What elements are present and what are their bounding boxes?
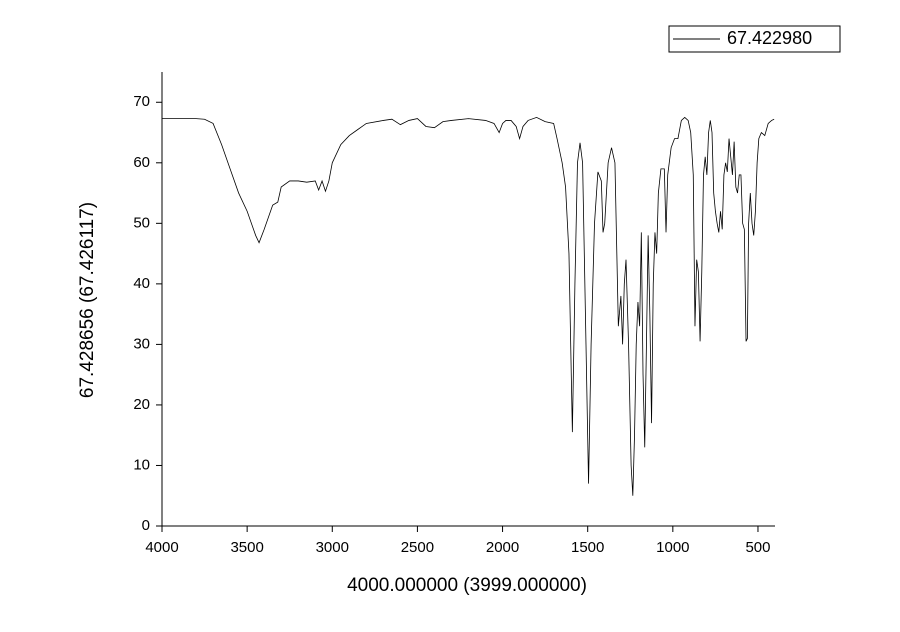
y-axis-label: 67.428656 (67.426117) [77, 202, 98, 398]
x-tick-label: 3000 [316, 539, 349, 556]
x-axis-label: 4000.000000 (3999.000000) [347, 575, 587, 596]
x-tick-label: 2000 [486, 539, 519, 556]
legend-label: 67.422980 [727, 28, 812, 48]
y-tick-label: 50 [133, 214, 150, 231]
x-tick-label: 3500 [230, 539, 263, 556]
y-tick-label: 20 [133, 396, 150, 413]
x-tick-label: 4000 [145, 539, 178, 556]
y-tick-label: 0 [142, 517, 150, 534]
y-tick-label: 10 [133, 456, 150, 473]
y-tick-label: 70 [133, 93, 150, 110]
x-tick-label: 1500 [571, 539, 604, 556]
x-tick-label: 1000 [656, 539, 689, 556]
y-tick-label: 60 [133, 154, 150, 171]
x-tick-label: 2500 [401, 539, 434, 556]
y-tick-label: 40 [133, 275, 150, 292]
spectrum-line [162, 116, 775, 496]
x-tick-label: 500 [745, 539, 770, 556]
y-tick-label: 30 [133, 335, 150, 352]
